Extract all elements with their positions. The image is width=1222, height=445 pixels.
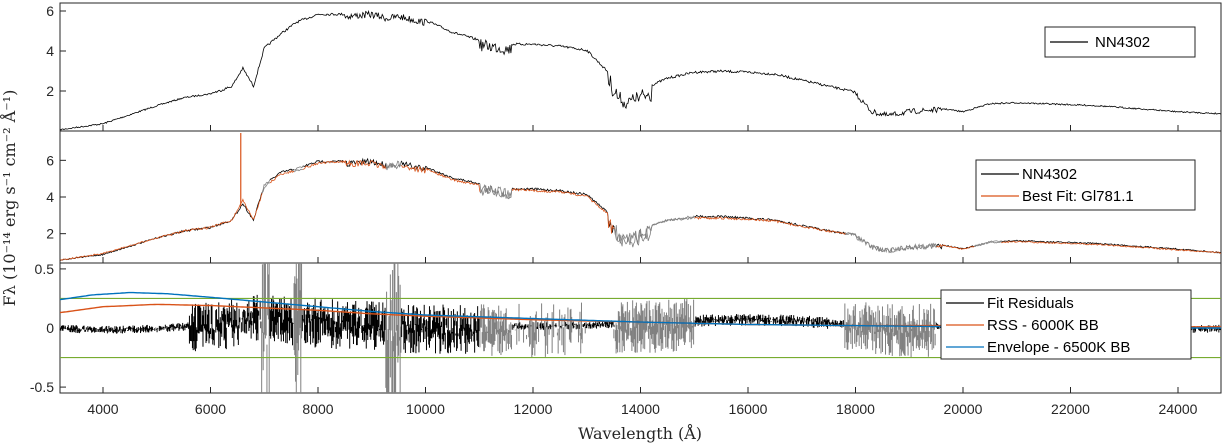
- middle-best-fit-trace-4: [302, 159, 387, 170]
- middle-best-fit-trace-12: [936, 243, 975, 250]
- middle-ytick-label-2: 6: [46, 152, 54, 168]
- middle-ytick-label-0: 2: [46, 226, 54, 242]
- x-tick-labels: 4000 6000 8000 10000 12000 14000 16000 18000 200…: [87, 125, 1198, 417]
- middle-best-fit-trace-3: [293, 168, 303, 173]
- xtick-label-7: 18000: [836, 401, 875, 417]
- bottom-ytick-label-2: -0.5: [30, 379, 54, 395]
- top-ytick-label-1: 4: [46, 43, 54, 59]
- legend-label-envelope: Envelope - 6500K BB: [987, 339, 1130, 356]
- middle-best-fit-trace-9: [614, 216, 695, 246]
- middle-best-fit-trace-6: [401, 164, 481, 192]
- top-ytick-label-0: 2: [46, 83, 54, 99]
- middle-nn4302-trace-6: [401, 160, 481, 185]
- middle-best-fit-trace-0: [59, 192, 263, 261]
- legend-label-residuals: Fit Residuals: [987, 295, 1074, 312]
- middle-nn4302-trace-8: [511, 187, 615, 233]
- xtick-label-10: 24000: [1159, 401, 1198, 417]
- xtick-label-3: 10000: [406, 401, 445, 417]
- middle-best-fit-trace-11: [845, 232, 937, 254]
- xtick-label-9: 22000: [1051, 401, 1090, 417]
- xtick-label-6: 16000: [729, 401, 768, 417]
- bottom-ytick-label-0: 0.5: [35, 261, 55, 277]
- middle-best-fit-trace-7: [479, 185, 513, 200]
- bottom-ytick-label-1: 0: [46, 320, 54, 336]
- middle-legend-box: [975, 159, 1196, 211]
- xtick-label-4: 12000: [514, 401, 553, 417]
- legend-label-nn4302-mid: NN4302: [1022, 166, 1077, 183]
- middle-best-fit-trace-14: [1001, 240, 1222, 254]
- middle-best-fit-trace-5: [385, 162, 402, 171]
- middle-best-fit-trace-2: [269, 169, 295, 184]
- middle-best-fit-trace-1: [261, 182, 271, 194]
- top-panel: 2 4 6: [46, 3, 1222, 131]
- middle-nn4302-trace-7: [479, 183, 513, 200]
- top-legend: NN4302: [1044, 26, 1196, 58]
- middle-nn4302-trace-2: [269, 168, 295, 181]
- y-axis-label: Fλ (10⁻¹⁴ erg s⁻¹ cm⁻² Å⁻¹): [0, 90, 19, 307]
- middle-nn4302-trace-1: [261, 179, 271, 193]
- middle-best-fit-trace-10: [694, 216, 846, 235]
- middle-panel: 2 4 6: [46, 133, 1222, 261]
- middle-best-fit-trace-13: [974, 241, 1002, 247]
- middle-legend: NN4302 Best Fit: Gl781.1: [975, 159, 1196, 211]
- middle-nn4302-trace-3: [293, 165, 304, 171]
- middle-ytick-label-1: 4: [46, 189, 54, 205]
- legend-label-nn4302: NN4302: [1095, 34, 1150, 51]
- x-axis-label: Wavelength (Å): [578, 423, 702, 443]
- middle-best-fit-trace-8: [511, 187, 615, 234]
- top-nn4302-trace-0: [59, 9, 1222, 131]
- legend-label-best-fit: Best Fit: Gl781.1: [1022, 188, 1134, 205]
- bottom-legend: Fit Residuals RSS - 6000K BB Envelope - …: [940, 289, 1192, 360]
- xtick-label-5: 14000: [621, 401, 660, 417]
- top-ytick-label-2: 6: [46, 3, 54, 19]
- legend-label-rss: RSS - 6000K BB: [987, 317, 1099, 334]
- xtick-label-2: 8000: [302, 401, 333, 417]
- xtick-label-0: 4000: [87, 401, 118, 417]
- xtick-label-1: 6000: [195, 401, 226, 417]
- xtick-label-8: 20000: [944, 401, 983, 417]
